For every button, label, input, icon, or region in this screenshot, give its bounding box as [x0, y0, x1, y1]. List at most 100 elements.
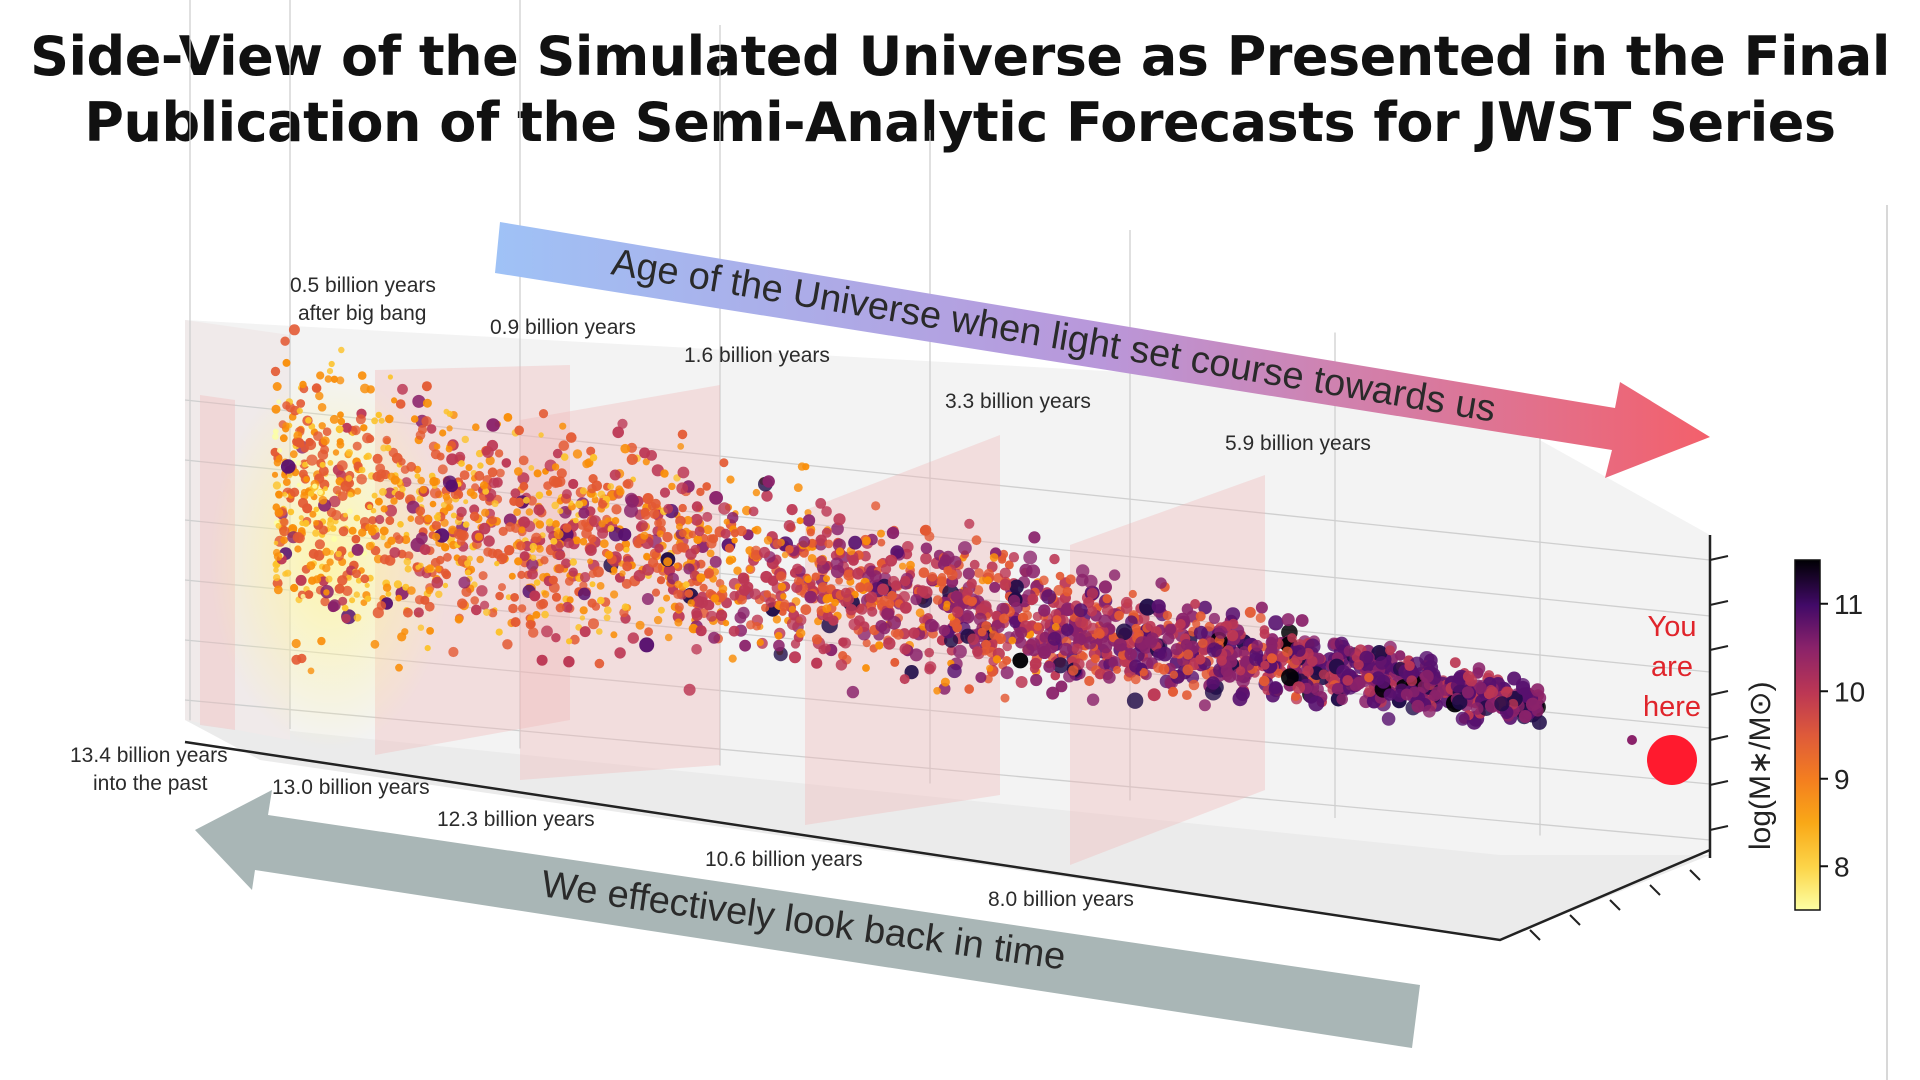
galaxy-point [510, 617, 521, 628]
galaxy-point [1102, 594, 1112, 604]
galaxy-point [1193, 625, 1208, 640]
galaxy-point [1015, 626, 1028, 639]
galaxy-point [607, 525, 615, 532]
galaxy-point [275, 454, 283, 462]
galaxy-point [663, 594, 671, 602]
galaxy-point [410, 415, 419, 423]
galaxy-point [1342, 675, 1353, 686]
galaxy-point [920, 524, 932, 536]
colorbar: 8 9 10 11 log(M∗/M⊙) [1744, 559, 1865, 911]
galaxy-point [457, 598, 468, 609]
galaxy-point [415, 532, 428, 545]
galaxy-point [598, 499, 607, 509]
galaxy-point [530, 554, 537, 561]
galaxy-point [933, 687, 941, 695]
galaxy-point [486, 418, 500, 432]
galaxy-point [424, 645, 431, 652]
galaxy-point [526, 558, 539, 571]
galaxy-point [483, 608, 491, 616]
galaxy-point [1046, 686, 1060, 700]
galaxy-point [327, 460, 334, 466]
galaxy-point [1083, 597, 1095, 608]
galaxy-point [616, 487, 625, 496]
right-axis-tick [1709, 690, 1729, 696]
galaxy-point [899, 601, 912, 614]
galaxy-point [403, 607, 413, 618]
depth-axis-tick [1529, 929, 1541, 941]
galaxy-point [796, 628, 806, 638]
galaxy-point [272, 433, 279, 440]
galaxy-point [776, 571, 787, 582]
galaxy-point [920, 552, 932, 565]
galaxy-point [846, 685, 860, 699]
galaxy-point [1000, 666, 1014, 680]
galaxy-point [1420, 669, 1434, 684]
galaxy-point [1518, 710, 1532, 723]
galaxy-point [327, 517, 334, 523]
galaxy-point [1055, 571, 1065, 581]
age-label-1: 0.5 billion years [290, 274, 436, 297]
galaxy-point [379, 488, 387, 496]
age-label-4: 3.3 billion years [945, 390, 1091, 413]
galaxy-point [777, 582, 787, 591]
galaxy-point [1022, 610, 1032, 621]
galaxy-point [1334, 636, 1349, 651]
galaxy-point [331, 536, 338, 542]
galaxy-point [550, 537, 558, 545]
galaxy-point [488, 515, 497, 525]
galaxy-point [683, 515, 693, 525]
galaxy-point [724, 543, 735, 553]
galaxy-point [1266, 653, 1278, 664]
galaxy-point [375, 514, 385, 525]
galaxy-point [1040, 619, 1051, 629]
galaxy-point [352, 569, 361, 579]
galaxy-point [752, 525, 762, 535]
galaxy-point [1002, 656, 1012, 665]
galaxy-point [435, 555, 445, 565]
galaxy-point [1282, 646, 1293, 658]
galaxy-point [687, 599, 695, 607]
galaxy-point [869, 570, 882, 583]
galaxy-point [671, 543, 683, 555]
galaxy-point [311, 383, 322, 393]
galaxy-point [942, 603, 951, 612]
galaxy-point [1422, 704, 1436, 718]
galaxy-point [640, 507, 650, 517]
galaxy-point [731, 537, 738, 544]
galaxy-point [591, 480, 603, 492]
galaxy-point [1417, 680, 1431, 694]
galaxy-point [536, 600, 546, 610]
galaxy-point [999, 578, 1012, 591]
galaxy-point [393, 580, 402, 589]
galaxy-point [562, 601, 573, 613]
galaxy-point [391, 397, 398, 404]
galaxy-point [429, 476, 439, 487]
galaxy-point [302, 461, 308, 468]
galaxy-point [431, 520, 441, 530]
galaxy-point [663, 557, 673, 567]
galaxy-point [726, 475, 735, 484]
galaxy-point [684, 589, 694, 598]
galaxy-point [736, 594, 747, 605]
galaxy-point [314, 539, 325, 550]
galaxy-point [1268, 615, 1284, 631]
galaxy-point [950, 590, 963, 603]
galaxy-point [1411, 699, 1425, 713]
galaxy-point [280, 336, 290, 346]
right-axis-tick [1709, 780, 1729, 786]
galaxy-point [722, 619, 730, 627]
galaxy-point [703, 525, 713, 535]
galaxy-point [478, 522, 491, 535]
colorbar-tick-label: 10 [1834, 676, 1865, 707]
galaxy-point [610, 590, 619, 599]
galaxy-point [1162, 632, 1175, 645]
galaxy-point [1204, 621, 1215, 632]
galaxy-point [1462, 670, 1475, 683]
galaxy-point [545, 489, 553, 496]
galaxy-point [1266, 633, 1279, 645]
galaxy-point [737, 606, 750, 620]
galaxy-point [802, 463, 810, 471]
galaxy-point [528, 627, 539, 638]
galaxy-point [718, 584, 728, 594]
galaxy-point [1192, 619, 1201, 628]
